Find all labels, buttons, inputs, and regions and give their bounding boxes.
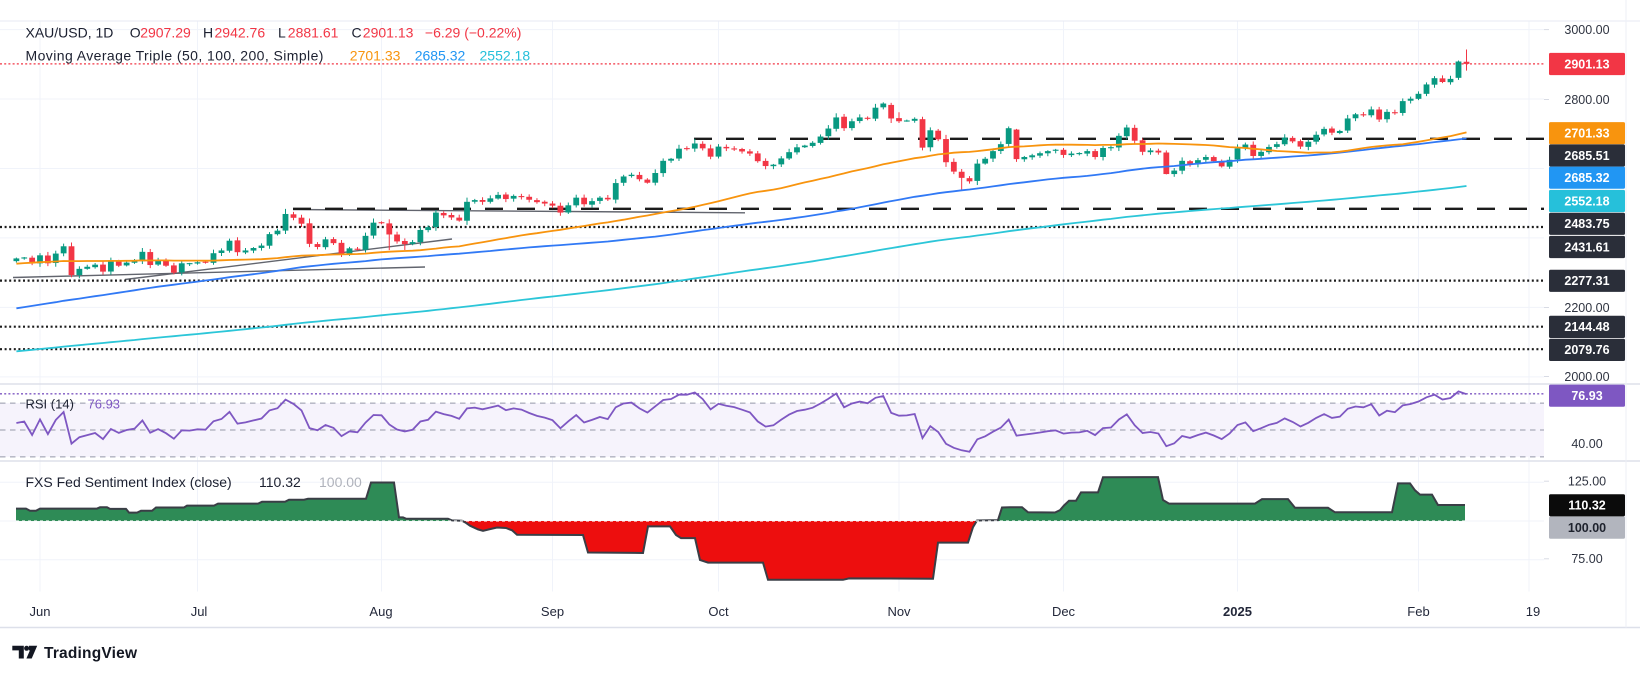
svg-text:Dec: Dec [1052,604,1076,619]
svg-text:TradingView: TradingView [44,645,138,662]
svg-text:2277.31: 2277.31 [1564,274,1609,288]
svg-text:2701.33: 2701.33 [1564,127,1609,141]
svg-text:76.93: 76.93 [88,397,121,412]
svg-text:2881.61: 2881.61 [288,25,339,41]
svg-text:XAU/USD, 1D: XAU/USD, 1D [26,25,114,41]
svg-text:76.93: 76.93 [1571,389,1602,403]
svg-text:2685.32: 2685.32 [1564,171,1609,185]
svg-text:Jul: Jul [191,604,208,619]
svg-text:L: L [278,25,286,41]
svg-text:110.32: 110.32 [1568,499,1606,513]
svg-text:2942.76: 2942.76 [215,25,266,41]
svg-text:2000.00: 2000.00 [1564,370,1609,384]
svg-text:C: C [352,25,362,41]
svg-text:2552.18: 2552.18 [480,48,531,64]
svg-text:3000.00: 3000.00 [1564,23,1609,37]
svg-text:2901.13: 2901.13 [1564,57,1609,71]
svg-text:40.00: 40.00 [1571,437,1602,451]
svg-text:Sep: Sep [541,604,564,619]
svg-text:2079.76: 2079.76 [1564,343,1609,357]
svg-text:125.00: 125.00 [1568,475,1606,489]
svg-text:Moving Average Triple (50, 100: Moving Average Triple (50, 100, 200, Sim… [26,48,324,64]
svg-text:110.32: 110.32 [259,474,301,490]
svg-text:75.00: 75.00 [1571,552,1602,566]
svg-text:Nov: Nov [887,604,911,619]
svg-text:FXS Fed Sentiment Index (close: FXS Fed Sentiment Index (close) [26,474,232,490]
svg-text:2907.29: 2907.29 [140,25,191,41]
svg-text:2200.00: 2200.00 [1564,301,1609,315]
svg-text:Aug: Aug [369,604,392,619]
svg-text:O: O [130,25,141,41]
svg-text:2800.00: 2800.00 [1564,93,1609,107]
svg-text:100.00: 100.00 [319,474,362,490]
svg-text:2701.33: 2701.33 [350,48,401,64]
svg-text:2552.18: 2552.18 [1564,194,1609,208]
svg-text:2431.61: 2431.61 [1564,240,1609,254]
svg-text:2685.32: 2685.32 [415,48,466,64]
svg-text:RSI (14): RSI (14) [26,397,74,412]
svg-text:2901.13: 2901.13 [363,25,414,41]
svg-text:2025: 2025 [1223,604,1252,619]
svg-text:−6.29 (−0.22%): −6.29 (−0.22%) [425,25,522,41]
svg-text:2685.51: 2685.51 [1564,149,1609,163]
svg-text:19: 19 [1526,604,1540,619]
svg-text:Feb: Feb [1407,604,1429,619]
svg-text:2144.48: 2144.48 [1564,320,1609,334]
svg-text:2483.75: 2483.75 [1564,217,1609,231]
svg-text:100.00: 100.00 [1568,521,1606,535]
svg-text:Jun: Jun [30,604,51,619]
svg-text:H: H [203,25,213,41]
svg-text:Oct: Oct [708,604,729,619]
